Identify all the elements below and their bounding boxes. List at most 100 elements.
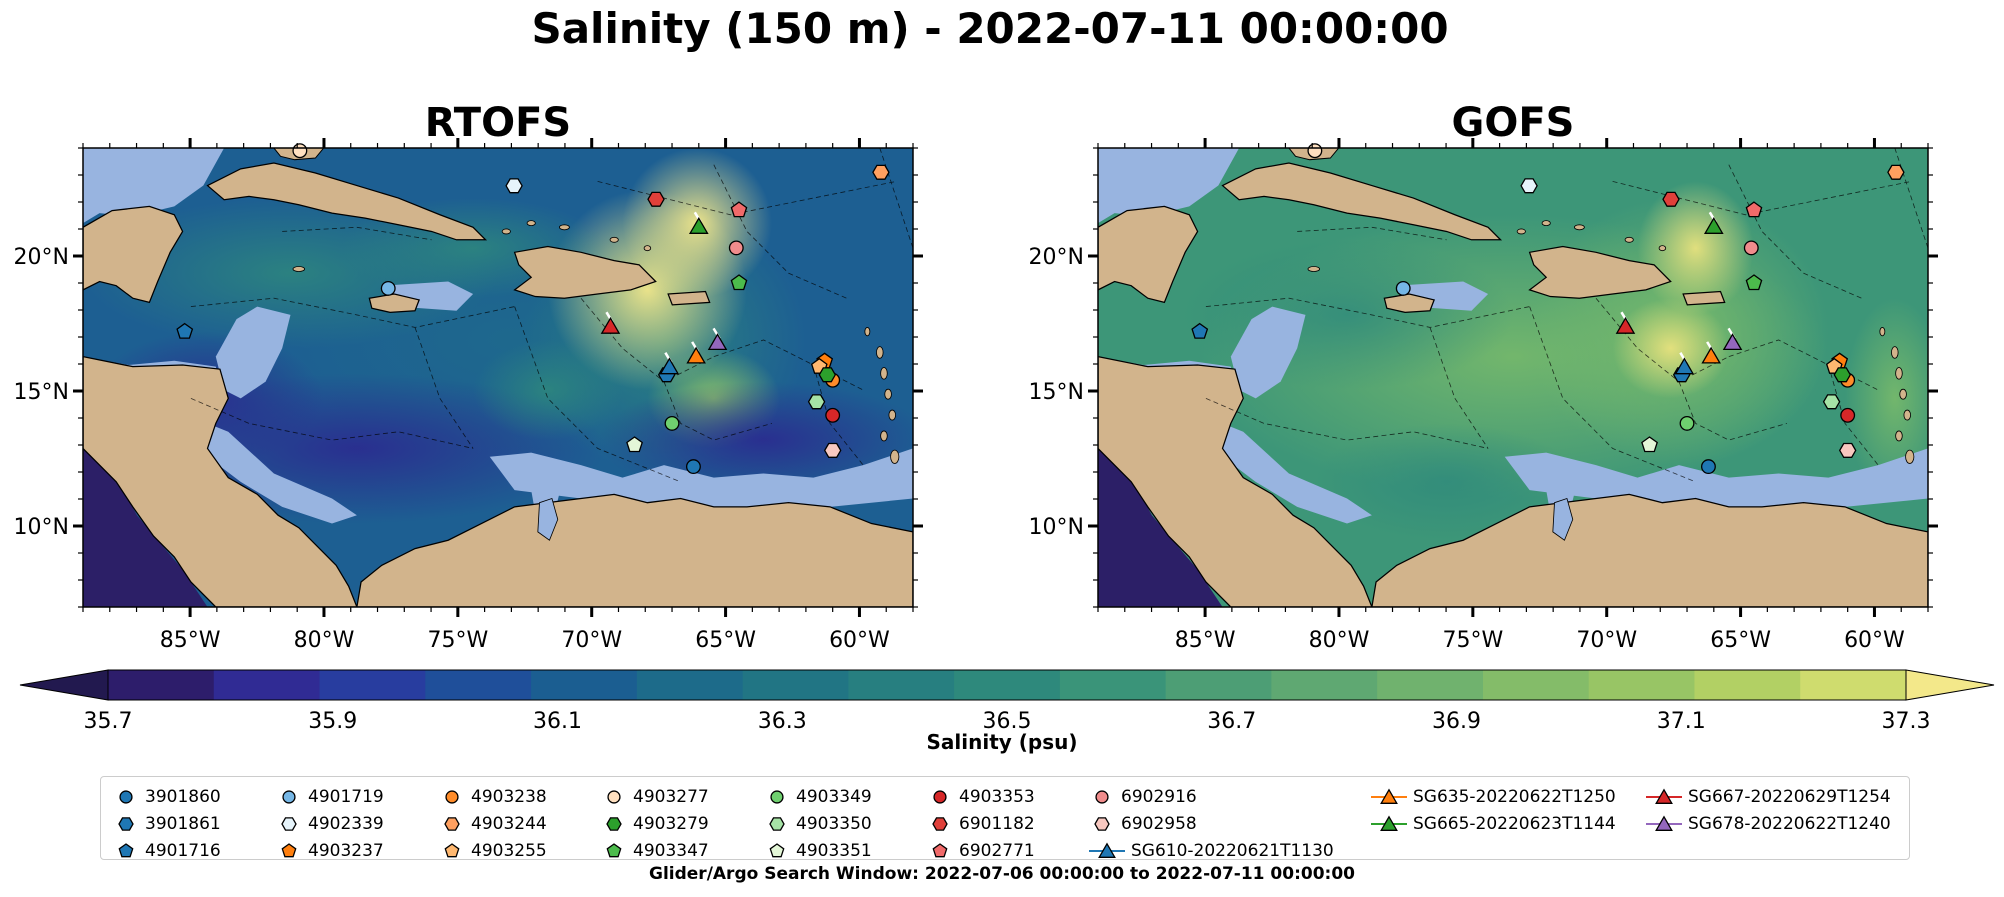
legend-label: 4903347: [633, 840, 709, 861]
legend-marker: [769, 816, 785, 831]
marker-SG678-20220622T1240: [707, 333, 728, 351]
legend-marker: [1371, 788, 1407, 804]
legend-marker: [1646, 788, 1682, 804]
map-panel-gofs: 85°W 80°W 75°W 70°W 65°W 60°W 10°N 15°N 20°N: [1029, 138, 1938, 653]
legend-marker: [1094, 816, 1110, 831]
colorbar-segment: [636, 670, 744, 700]
marker-4901716: [1191, 322, 1209, 339]
legend-marker-shape: [770, 789, 784, 804]
legend-item: 4903349: [764, 783, 872, 810]
marker-3901860: [686, 459, 701, 475]
marker-4903351: [626, 436, 643, 453]
marker-SG665-20220623T1144: [1703, 217, 1724, 234]
legend-item: SG635-20220622T1250: [1371, 783, 1616, 810]
x-tick-label: 70°W: [1576, 628, 1637, 653]
legend-item: 4903350: [764, 810, 872, 837]
legend-label: 3901861: [145, 813, 221, 834]
marker-4903279: [1833, 367, 1852, 383]
marker-SG665-20220623T1144: [688, 217, 709, 234]
legend: 3901860 3901861 4901716 4901719 4902339 49032…: [100, 776, 1910, 861]
legend-label: 4902339: [308, 813, 384, 834]
colorbar-segment: [1588, 670, 1695, 700]
x-tick-label: 75°W: [1442, 628, 1503, 653]
y-tick-label: 20°N: [14, 245, 69, 270]
colorbar-segment: [1694, 670, 1801, 700]
y-tick-label: 20°N: [1029, 245, 1084, 270]
legend-item: 4903238: [439, 783, 547, 810]
legend-marker-shape: [606, 842, 622, 857]
colorbar-segment: [1165, 670, 1272, 700]
legend-column: 4903353 6901182 6902771: [927, 783, 1035, 864]
legend-item: 4903255: [439, 837, 547, 864]
colorbar-tick-label: 36.3: [758, 709, 807, 734]
y-tick-label: 10°N: [1029, 515, 1084, 540]
legend-item: 3901861: [113, 810, 221, 837]
marker-6902771: [730, 201, 748, 218]
x-tick-label: 60°W: [1844, 628, 1905, 653]
legend-marker: [119, 789, 133, 804]
map-panel-rtofs: 85°W 80°W 75°W 70°W 65°W 60°W 10°N 15°N 20°N: [14, 138, 923, 653]
legend-item: 4901719: [276, 783, 384, 810]
legend-marker: [770, 789, 784, 804]
legend-marker: [932, 842, 948, 857]
legend-label: 4903351: [796, 840, 872, 861]
marker-SG635-20220622T1250: [686, 346, 706, 364]
legend-label: 6902958: [1121, 813, 1197, 834]
marker-4903279: [818, 367, 837, 383]
legend-item: 4901716: [113, 837, 221, 864]
marker-6902958: [823, 442, 842, 458]
map-frame: [1097, 147, 1929, 608]
colorbar-tick-label: 36.5: [983, 709, 1032, 734]
legend-marker: [606, 842, 622, 857]
legend-marker: [281, 816, 297, 831]
y-tick-label: 15°N: [1029, 380, 1084, 405]
legend-marker-shape: [444, 842, 460, 857]
legend-label: 4903238: [471, 786, 547, 807]
colorbar-segment: [531, 670, 638, 700]
legend-label: 4903255: [471, 840, 547, 861]
legend-marker: [606, 816, 622, 831]
legend-marker-shape: [932, 816, 948, 831]
marker-SG610-20220621T1130: [659, 357, 680, 375]
legend-label: 6902771: [959, 840, 1035, 861]
marker-4903353: [1840, 407, 1856, 423]
marker-4903350: [807, 394, 826, 410]
marker-4902339: [505, 178, 523, 194]
legend-marker-shape: [118, 816, 134, 831]
legend-label: 4901716: [145, 840, 221, 861]
marker-6901182: [647, 191, 665, 207]
legend-item: 4903277: [601, 783, 709, 810]
legend-label: SG635-20220622T1250: [1413, 786, 1616, 807]
legend-marker-shape: [1098, 842, 1116, 858]
legend-item: 4903244: [439, 810, 547, 837]
x-tick-label: 65°W: [1710, 628, 1771, 653]
x-tick-label: 85°W: [160, 628, 221, 653]
legend-marker-shape: [607, 789, 621, 804]
legend-marker: [1089, 842, 1125, 858]
legend-item: 6902771: [927, 837, 1035, 864]
marker-6902771: [1745, 201, 1763, 218]
legend-marker-shape: [769, 816, 785, 831]
legend-item: 4903351: [764, 837, 872, 864]
marker-6902916: [728, 240, 744, 256]
legend-column: 6902916 6902958 SG610-20220621T1130: [1089, 783, 1334, 864]
legend-item: 4903279: [601, 810, 709, 837]
colorbar-under-extend: [19, 669, 109, 701]
legend-marker-shape: [606, 816, 622, 831]
legend-item: SG610-20220621T1130: [1089, 837, 1334, 864]
marker-SG667-20220629T1254: [1615, 316, 1636, 334]
marker-SG635-20220622T1250: [1701, 346, 1721, 364]
colorbar-segment: [848, 670, 955, 700]
legend-label: 4903244: [471, 813, 547, 834]
legend-column: 4903238 4903244 4903255: [439, 783, 547, 864]
legend-label: SG667-20220629T1254: [1688, 786, 1891, 807]
marker-4903347: [730, 274, 748, 291]
legend-marker: [769, 842, 785, 857]
legend-marker: [282, 789, 296, 804]
marker-4903350: [1822, 394, 1841, 410]
legend-marker: [607, 789, 621, 804]
legend-marker-shape: [1095, 789, 1109, 804]
legend-marker-shape: [445, 789, 459, 804]
legend-column: 3901860 3901861 4901716: [113, 783, 221, 864]
legend-marker-shape: [281, 842, 297, 857]
